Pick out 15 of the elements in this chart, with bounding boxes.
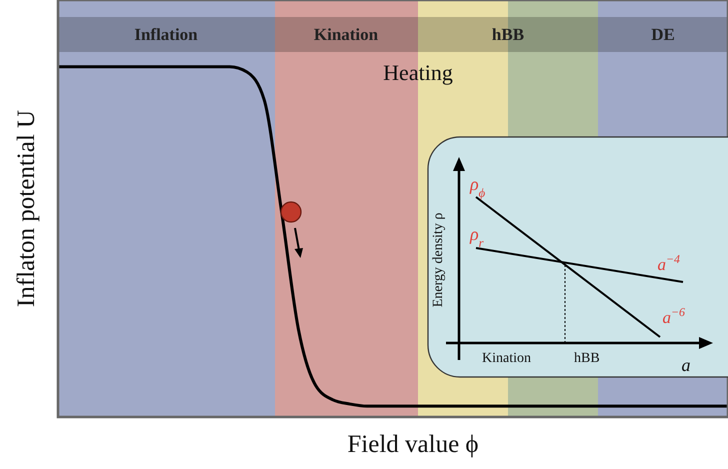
x-axis-title: Field value ϕ bbox=[347, 431, 479, 458]
annotation: a$^{−4}$ bbox=[658, 252, 680, 274]
annotation: a$^{−6}$ bbox=[662, 305, 686, 327]
text: Inflation bbox=[134, 25, 198, 44]
annotation: hBB bbox=[574, 351, 600, 366]
annotation: Kination bbox=[482, 351, 531, 366]
text: a bbox=[682, 355, 690, 375]
annotation: ρ$_{r}$ bbox=[469, 224, 484, 250]
text: DE bbox=[651, 25, 675, 44]
text: Energy density ρ bbox=[431, 212, 446, 308]
text: Kination bbox=[314, 25, 379, 44]
annotation: Heating bbox=[383, 60, 453, 85]
text: hBB bbox=[492, 25, 524, 44]
annotation: ρ$_{ϕ}$ bbox=[469, 174, 486, 200]
y-axis-title: Inflaton potential U bbox=[13, 110, 40, 308]
